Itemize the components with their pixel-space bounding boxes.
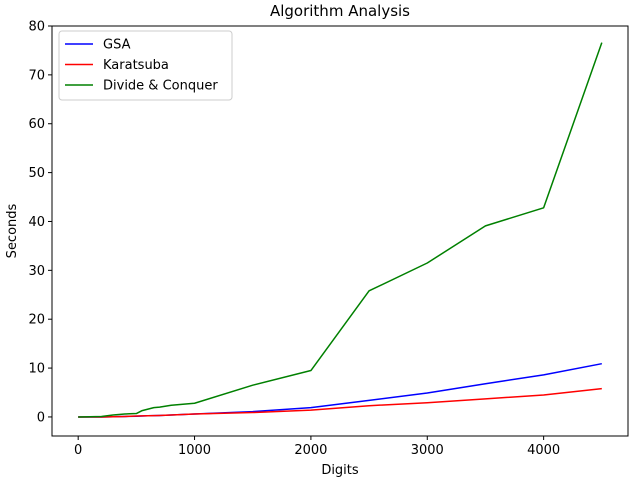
- y-tick-label: 40: [28, 215, 45, 230]
- legend-label-karatsuba: Karatsuba: [103, 58, 169, 73]
- x-axis-label: Digits: [321, 463, 359, 478]
- legend-label-gsa: GSA: [103, 38, 131, 53]
- x-tick-label: 1000: [178, 443, 211, 458]
- y-tick-label: 80: [28, 20, 45, 35]
- x-tick-label: 2000: [294, 443, 327, 458]
- y-axis: 0 10 20 30 40 50 60 70 80: [28, 20, 52, 425]
- legend: GSA Karatsuba Divide & Conquer: [58, 30, 233, 101]
- y-tick-label: 60: [28, 117, 45, 132]
- y-tick-label: 20: [28, 313, 45, 328]
- y-tick-label: 50: [28, 166, 45, 181]
- x-axis: 0 1000 2000 3000 4000: [74, 436, 560, 458]
- y-tick-label: 0: [37, 410, 45, 425]
- series-line-divide-conquer: [78, 42, 603, 418]
- series-line-karatsuba: [78, 387, 602, 418]
- series-layer: [78, 42, 603, 418]
- legend-label-divide-conquer: Divide & Conquer: [103, 79, 218, 94]
- x-tick-label: 4000: [527, 443, 560, 458]
- y-axis-label: Seconds: [5, 203, 20, 258]
- plot-frame: [51, 25, 629, 437]
- y-tick-label: 30: [28, 264, 45, 279]
- x-tick-label: 0: [74, 443, 82, 458]
- legend-box: [58, 30, 233, 101]
- y-tick-label: 10: [28, 362, 45, 377]
- y-tick-label: 70: [28, 68, 45, 83]
- x-tick-label: 3000: [411, 443, 444, 458]
- chart-title: Algorithm Analysis: [270, 2, 410, 20]
